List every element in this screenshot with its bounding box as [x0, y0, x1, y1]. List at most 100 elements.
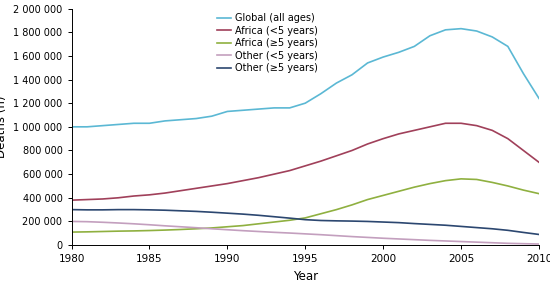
- Africa (≥5 years): [442, 179, 449, 182]
- Other (<5 years): [395, 237, 402, 241]
- Africa (<5 years): [380, 137, 387, 141]
- Other (<5 years): [520, 242, 527, 245]
- Africa (<5 years): [240, 179, 246, 182]
- Other (≥5 years): [302, 218, 309, 221]
- Line: Africa (≥5 years): Africa (≥5 years): [72, 179, 539, 232]
- Other (≥5 years): [287, 216, 293, 220]
- Other (<5 years): [333, 234, 340, 237]
- Line: Africa (<5 years): Africa (<5 years): [72, 123, 539, 200]
- Global (all ages): [146, 122, 153, 125]
- Global (all ages): [536, 97, 542, 100]
- Other (<5 years): [504, 242, 511, 245]
- Other (≥5 years): [349, 219, 355, 223]
- Other (<5 years): [208, 227, 215, 231]
- Africa (<5 years): [504, 137, 511, 141]
- Africa (≥5 years): [489, 181, 496, 184]
- Global (all ages): [68, 125, 75, 129]
- Africa (<5 years): [411, 129, 417, 132]
- Other (<5 years): [146, 223, 153, 227]
- Africa (≥5 years): [474, 178, 480, 181]
- Other (≥5 years): [146, 208, 153, 211]
- Global (all ages): [364, 61, 371, 65]
- Africa (<5 years): [177, 189, 184, 192]
- Global (all ages): [130, 122, 137, 125]
- Other (<5 years): [302, 232, 309, 236]
- Africa (≥5 years): [349, 203, 355, 207]
- Y-axis label: Deaths (n): Deaths (n): [0, 95, 8, 158]
- Africa (≥5 years): [458, 177, 464, 181]
- Other (≥5 years): [317, 219, 324, 222]
- Other (<5 years): [177, 225, 184, 229]
- Africa (<5 years): [68, 198, 75, 202]
- Africa (<5 years): [100, 197, 106, 201]
- Other (<5 years): [489, 241, 496, 245]
- Global (all ages): [427, 34, 433, 37]
- Other (≥5 years): [193, 210, 200, 213]
- Africa (<5 years): [317, 159, 324, 163]
- Other (<5 years): [364, 236, 371, 239]
- Other (≥5 years): [100, 208, 106, 211]
- Global (all ages): [504, 45, 511, 48]
- Other (<5 years): [287, 231, 293, 235]
- Other (≥5 years): [411, 222, 417, 225]
- Global (all ages): [177, 118, 184, 121]
- Global (all ages): [302, 101, 309, 105]
- Africa (≥5 years): [255, 222, 262, 225]
- Other (≥5 years): [520, 231, 527, 234]
- Africa (≥5 years): [224, 225, 230, 229]
- Other (<5 years): [380, 237, 387, 240]
- Global (all ages): [489, 35, 496, 39]
- Other (<5 years): [240, 229, 246, 232]
- Global (all ages): [520, 72, 527, 75]
- Other (<5 years): [427, 239, 433, 242]
- Global (all ages): [208, 115, 215, 118]
- Africa (<5 years): [162, 191, 168, 195]
- Africa (<5 years): [489, 129, 496, 132]
- X-axis label: Year: Year: [293, 270, 318, 283]
- Other (≥5 years): [68, 208, 75, 211]
- Africa (<5 years): [442, 122, 449, 125]
- Africa (<5 years): [349, 149, 355, 152]
- Global (all ages): [287, 106, 293, 110]
- Other (≥5 years): [177, 209, 184, 213]
- Global (all ages): [193, 117, 200, 120]
- Other (≥5 years): [224, 211, 230, 215]
- Other (≥5 years): [395, 221, 402, 224]
- Africa (≥5 years): [411, 186, 417, 189]
- Africa (<5 years): [427, 125, 433, 129]
- Africa (<5 years): [271, 172, 277, 176]
- Africa (≥5 years): [162, 228, 168, 232]
- Africa (≥5 years): [536, 192, 542, 195]
- Other (≥5 years): [380, 220, 387, 224]
- Other (<5 years): [193, 226, 200, 229]
- Africa (≥5 years): [146, 229, 153, 232]
- Line: Other (≥5 years): Other (≥5 years): [72, 210, 539, 235]
- Global (all ages): [349, 73, 355, 76]
- Other (<5 years): [84, 220, 90, 223]
- Global (all ages): [317, 92, 324, 95]
- Other (≥5 years): [333, 219, 340, 223]
- Africa (<5 years): [364, 142, 371, 146]
- Other (≥5 years): [162, 209, 168, 212]
- Other (<5 years): [474, 241, 480, 244]
- Africa (≥5 years): [115, 229, 122, 233]
- Africa (≥5 years): [130, 229, 137, 233]
- Other (≥5 years): [536, 233, 542, 236]
- Other (≥5 years): [208, 211, 215, 214]
- Other (≥5 years): [504, 229, 511, 232]
- Legend: Global (all ages), Africa (<5 years), Africa (≥5 years), Other (<5 years), Other: Global (all ages), Africa (<5 years), Af…: [217, 13, 318, 73]
- Other (<5 years): [536, 242, 542, 246]
- Africa (≥5 years): [302, 216, 309, 220]
- Global (all ages): [271, 106, 277, 110]
- Africa (<5 years): [146, 193, 153, 197]
- Global (all ages): [458, 27, 464, 30]
- Other (≥5 years): [442, 223, 449, 227]
- Africa (≥5 years): [427, 182, 433, 185]
- Other (≥5 years): [458, 225, 464, 228]
- Other (<5 years): [442, 239, 449, 243]
- Global (all ages): [333, 81, 340, 85]
- Line: Other (<5 years): Other (<5 years): [72, 221, 539, 244]
- Other (≥5 years): [474, 226, 480, 229]
- Other (<5 years): [317, 233, 324, 236]
- Africa (≥5 years): [364, 198, 371, 201]
